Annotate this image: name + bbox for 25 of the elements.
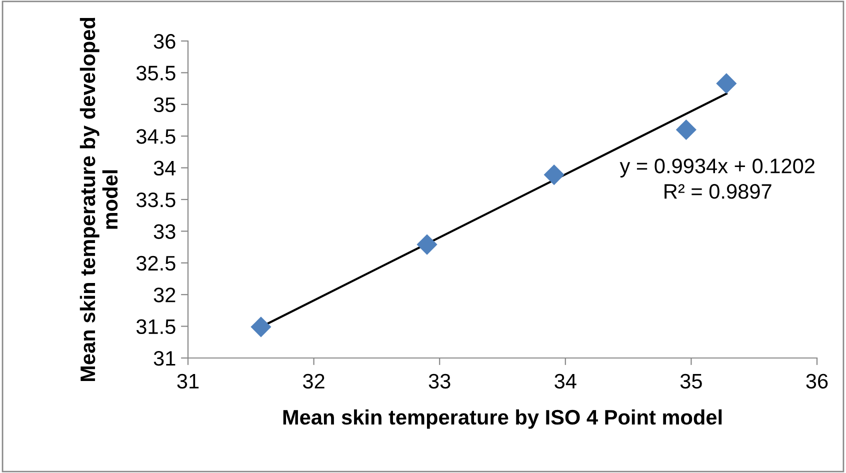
x-tick-label: 35 [680, 374, 702, 389]
x-tick-label: 32 [303, 374, 324, 389]
point [544, 164, 564, 186]
y-tick-label: 34.5 [136, 129, 176, 144]
y-tick-label: 33 [154, 224, 176, 239]
y-tick-label: 31 [154, 351, 176, 366]
point [716, 73, 737, 94]
y-tick-label: 32 [154, 288, 176, 302]
y-axis-title: Mean skin temperature by developed model [80, 18, 118, 382]
y-tick-label: 34 [154, 160, 176, 176]
x-tick-label: 33 [428, 374, 450, 389]
y-tick-label: 35.5 [136, 66, 176, 80]
y-tick-label: 33.5 [136, 192, 176, 208]
y-tick-label: 32.5 [136, 256, 176, 271]
point [416, 234, 438, 255]
x-tick-label: 34 [554, 374, 576, 389]
y-tick-label: 35 [154, 97, 176, 112]
y-tick-label: 31.5 [136, 319, 176, 334]
x-tick-label: 36 [806, 374, 828, 389]
point [676, 119, 696, 140]
x-tick-label: 31 [177, 374, 199, 389]
y-tick-label: 36 [154, 34, 176, 49]
annotation: y = 0.9934x + 0.1202 R² = 0.9897 [620, 158, 814, 199]
x-axis-title: Mean skin temperature by ISO 4 Point model [283, 409, 722, 429]
point [250, 316, 272, 338]
